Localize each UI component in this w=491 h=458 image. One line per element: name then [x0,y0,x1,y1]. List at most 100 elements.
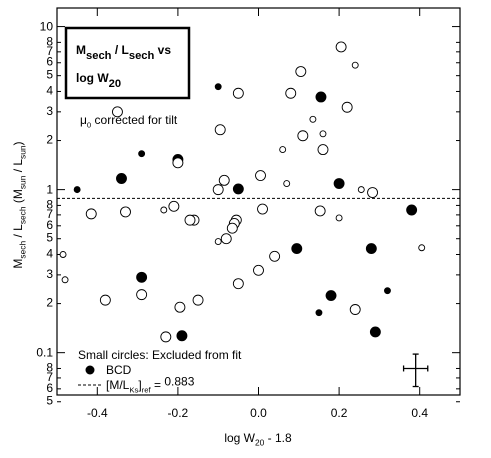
text-part: M [11,259,25,269]
legend-marker [85,365,95,375]
y-tick-label: 2 [46,133,53,147]
data-point [283,180,291,187]
data-point [335,41,347,53]
text-part: M [76,43,86,57]
data-point [384,287,391,295]
data-point [226,222,238,234]
y-tick-label: 8 [46,34,53,48]
data-point [309,115,317,123]
text-part: corrected for tilt [91,113,178,127]
data-point [160,331,172,343]
text-part: Ks [129,385,138,394]
text-part: / L [11,159,25,176]
annotation: μ0 corrected for tilt [80,113,178,129]
data-point [214,238,222,246]
text-part: sech [18,241,28,259]
data-point [279,146,287,154]
data-point [176,330,188,342]
y-tick-label: 5 [46,394,53,408]
y-tick-label: 7 [46,44,53,58]
text-part: [M/L [106,378,130,392]
data-point [61,276,69,284]
y-tick-label: 8 [46,360,53,374]
text-part: sech [18,206,28,224]
data-point [192,294,204,306]
text-part: (M [11,189,25,206]
data-point [255,170,266,181]
data-point [253,264,264,276]
title-box [64,26,191,100]
text-part: 0.883 [164,375,194,389]
text-part: log W [224,431,255,445]
data-point [120,206,131,218]
text-part: sech [129,50,155,62]
data-point [367,187,378,198]
text-part: - 1.8 [264,431,292,445]
text-part: 20 [109,78,121,90]
text-part: vs [154,43,171,57]
data-point [269,250,281,262]
text-part: sun [18,175,28,189]
text-part: ref [142,385,152,394]
y-tick-label: 0.1 [36,346,53,360]
data-point [335,214,343,222]
data-point [232,87,244,99]
data-point [357,186,365,194]
y-tick-label: 6 [46,381,53,395]
data-point [406,204,418,216]
data-point [138,150,146,158]
data-point [291,243,303,255]
text-part: ) [11,141,25,145]
data-point [111,106,123,118]
y-tick-label: 5 [46,68,53,82]
data-point [232,278,244,290]
data-point [160,206,168,214]
y-tick-label: 10 [40,20,54,34]
x-tick-label: 0.2 [331,406,348,420]
x-tick-label: -0.2 [168,406,189,420]
data-point [315,91,327,103]
data-point [212,184,224,196]
text-part: 20 [255,438,265,448]
data-point [59,251,67,258]
legend-label: BCD [106,363,132,377]
data-point [116,173,127,184]
data-point [351,61,359,69]
data-point [184,214,196,226]
x-tick-label: -0.4 [87,406,108,420]
y-tick-label: 5 [46,231,53,245]
text-part: μ [80,113,87,127]
data-point [99,294,111,306]
data-point [295,66,307,77]
data-point [257,203,268,215]
y-tick-label: 1 [46,183,53,197]
x-tick-label: 0.4 [411,406,428,420]
data-point [325,290,337,302]
y-tick-label: 8 [46,197,53,211]
x-axis-label: log W20 - 1.8 [224,431,292,448]
y-tick-label: 6 [46,218,53,232]
data-point [218,174,230,186]
text-part: = [151,378,165,392]
data-point [297,130,309,142]
data-point [315,309,323,317]
y-axis-label: Msech / Lsech (Msun / Lsun) [11,141,28,268]
data-point [333,178,345,189]
data-point [285,87,297,99]
text-part: / L [11,224,25,241]
text-part: log W [76,71,109,85]
data-point [317,144,329,156]
data-point [136,289,148,301]
y-tick-label: 2 [46,296,53,310]
text-part: / L [112,43,129,57]
data-point [341,101,353,113]
data-point [314,205,326,217]
data-point [365,243,377,255]
data-point [168,200,180,212]
data-point [349,304,361,315]
y-tick-label: 6 [46,55,53,69]
y-tick-label: 3 [46,267,53,281]
chart-title: log W20 [76,71,121,90]
data-point [220,233,232,245]
